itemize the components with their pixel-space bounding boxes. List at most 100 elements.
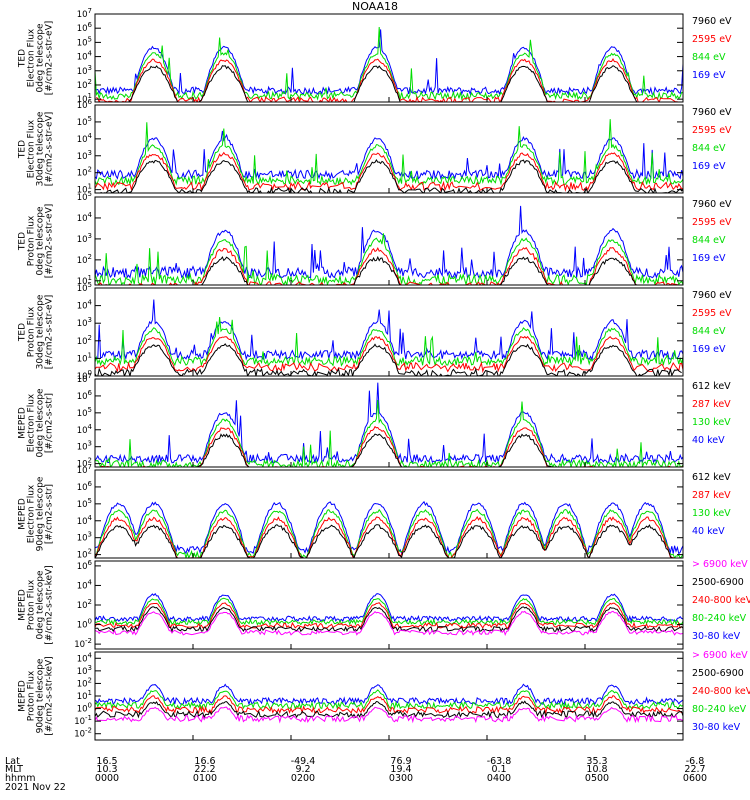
y-tick-label: 102 (77, 253, 92, 266)
series-line-844-ev (95, 26, 683, 102)
legend-entry: 844 eV (692, 52, 726, 63)
x-tick-label: 0600 (683, 773, 707, 784)
x-info-label: hhmm (5, 773, 36, 784)
panel-traces (95, 500, 683, 558)
x-tick-label: -49.4 (291, 756, 316, 767)
legend-entry: 30-80 keV (692, 722, 741, 733)
panel-frame (94, 651, 684, 741)
y-tick-label: 105 (77, 115, 92, 128)
y-tick-label: 102 (77, 334, 92, 347)
y-tick-label: 105 (77, 190, 92, 203)
figure-title: NOAA18 (351, 0, 399, 13)
y-tick-label: 103 (77, 531, 92, 544)
y-tick-label: 107 (77, 7, 92, 20)
y-axis-label: MEPEDProton Flux0deg telescope[#/cm2-s-s… (18, 565, 55, 644)
y-tick-label: 101 (77, 351, 92, 364)
legend-entry: 169 eV (692, 344, 726, 355)
legend-entry: 130 keV (692, 508, 731, 519)
y-tick-label: 103 (77, 440, 92, 453)
y-tick-label: 104 (77, 423, 93, 436)
y-tick-label: 102 (77, 78, 92, 91)
y-tick-label: 106 (77, 559, 93, 572)
panel-frame (94, 560, 684, 650)
panel-traces (95, 119, 683, 193)
y-tick-label: 103 (77, 149, 92, 162)
legend-entry: 2595 eV (692, 125, 732, 136)
legend-entry: 844 eV (692, 143, 726, 154)
legend-entry: 844 eV (692, 235, 726, 246)
y-tick-label: 105 (77, 35, 92, 48)
y-tick-label: 103 (77, 232, 92, 245)
y-tick-label: 101 (77, 92, 92, 105)
panel-traces (95, 299, 683, 376)
y-tick-label: 101 (77, 183, 92, 196)
panel-traces (95, 26, 683, 102)
y-tick-label: 100 (77, 702, 92, 715)
x-tick-label: 22.2 (194, 764, 215, 775)
legend-entry: 7960 eV (692, 16, 732, 27)
x-tick-label: 0000 (95, 773, 119, 784)
legend-entry: 2595 eV (692, 308, 732, 319)
x-info-label: Lat (5, 756, 20, 767)
series-line-2595-ev (95, 335, 683, 374)
series-line-844-ev (95, 233, 683, 285)
series-line-169-ev (95, 130, 683, 181)
x-tick-label: -63.8 (487, 756, 512, 767)
x-tick-label: 19.4 (390, 764, 411, 775)
legend-entry: 169 eV (692, 70, 726, 81)
y-tick-label: 105 (77, 497, 92, 510)
legend-entry: 7960 eV (692, 199, 732, 210)
legend-entry: 240-800 keV (692, 595, 750, 606)
y-tick-label: 105 (77, 281, 92, 294)
x-tick-label: -6.8 (686, 756, 705, 767)
series-line-240-800-kev (95, 602, 683, 629)
series-line-612-kev (95, 524, 679, 558)
y-tick-label: 102 (77, 457, 92, 470)
y-tick-label: 106 (77, 98, 93, 111)
panel-traces (95, 382, 683, 467)
series-line-2500-6900 (95, 700, 683, 719)
legend-entry: 2595 eV (692, 34, 732, 45)
panel-7: 10-2 100 102 104 106 MEPEDProton Flux0deg tel… (18, 559, 750, 650)
panel-4: 100 101 102 103 104 105 TEDProton Flux30deg te… (18, 281, 733, 382)
series-line-240-800-kev (95, 694, 682, 715)
legend-entry: 287 keV (692, 399, 731, 410)
y-axis-label: MEPEDElectron Flux0deg telescope[#/cm2-s… (18, 388, 55, 458)
x-tick-label: 0100 (193, 773, 217, 784)
y-tick-label: 106 (77, 480, 93, 493)
series-line-2595-ev (96, 246, 681, 285)
series-line--6900-kev (95, 610, 683, 637)
series-line-130-kev (95, 508, 683, 558)
y-axis-label: MEPEDProton Flux90deg telescope[#/cm2-s-… (18, 656, 55, 735)
y-tick-label: 104 (77, 514, 93, 527)
series-line-7960-ev (95, 255, 682, 285)
legend-entry: 2595 eV (692, 217, 732, 228)
legend-entry: 130 keV (692, 417, 731, 428)
x-tick-label: 0400 (487, 773, 511, 784)
legend-entry: 844 eV (692, 326, 726, 337)
legend-entry: 2500-6900 (692, 668, 744, 679)
x-tick-label: 0.1 (491, 764, 506, 775)
x-tick-label: 0300 (389, 773, 413, 784)
x-tick-label: 16.6 (194, 756, 215, 767)
series-line-844-ev (95, 119, 683, 187)
y-axis-label: TEDElectron Flux0deg telescope[#/cm2-s-s… (18, 21, 55, 96)
y-tick-label: 107 (77, 463, 92, 476)
y-tick-label: 107 (77, 372, 92, 385)
panel-5: 102 103 104 105 106 107 MEPEDElectron Flux0deg… (18, 372, 732, 470)
panel-frame (94, 378, 684, 468)
legend-entry: 80-240 keV (692, 704, 747, 715)
x-tick-label: 76.9 (390, 756, 411, 767)
series-line--6900-kev (95, 706, 683, 724)
legend-entry: 169 eV (692, 253, 726, 264)
y-tick-label: 104 (77, 211, 93, 224)
x-tick-label: 10.8 (586, 764, 607, 775)
legend-entry: 30-80 keV (692, 631, 741, 642)
y-axis-label: TEDElectron Flux30deg telescope[#/cm2-s-… (18, 111, 55, 186)
y-tick-label: 101 (77, 689, 92, 702)
panel-traces (95, 683, 683, 724)
legend-entry: 40 keV (692, 526, 725, 537)
